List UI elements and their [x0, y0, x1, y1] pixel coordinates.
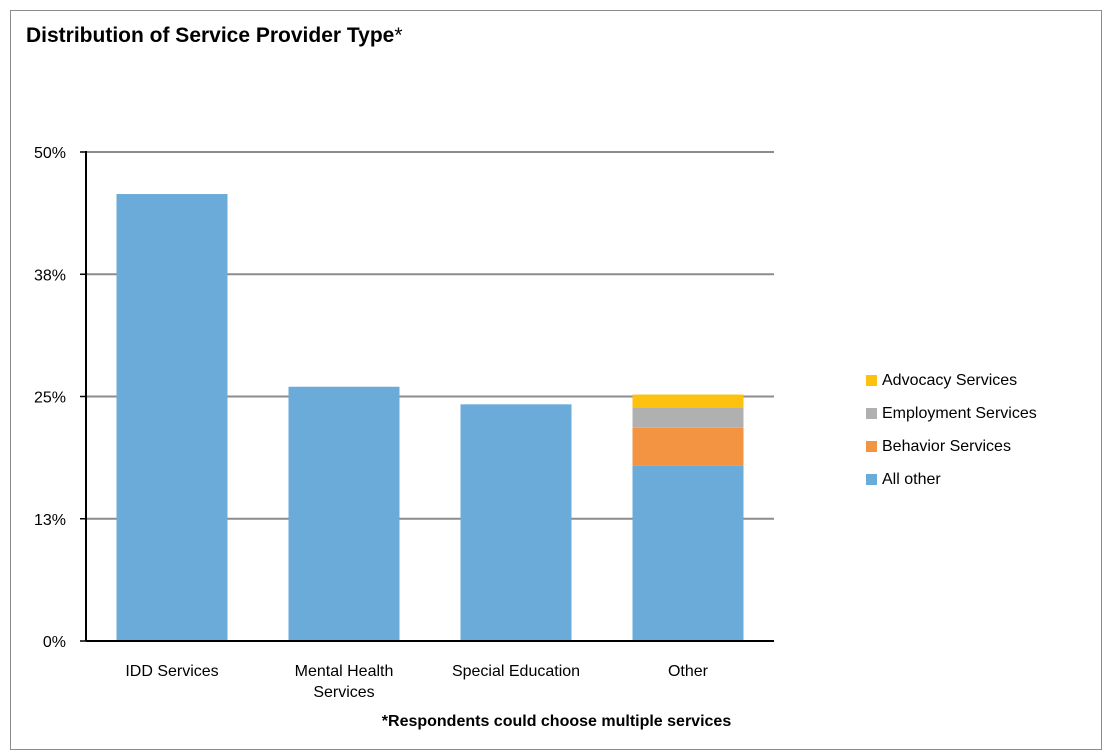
legend-item: All other — [866, 463, 1037, 496]
y-tick-label: 38% — [34, 267, 66, 284]
bar-all-other — [288, 386, 400, 641]
y-tick-label: 0% — [43, 634, 66, 651]
x-tick-label: Special Education — [452, 663, 580, 680]
bar-chart: 0% 13% 25% 38% 50% IDD Services Mental Health S… — [34, 145, 774, 701]
y-tick-label: 50% — [34, 145, 66, 162]
chart-title-text: Distribution of Service Provider Type — [26, 24, 395, 47]
x-tick-label: Services — [313, 684, 374, 701]
bar-all-other — [632, 465, 744, 641]
chart-title-star: * — [394, 24, 403, 47]
bar-behavior-services — [632, 427, 744, 466]
legend-item: Behavior Services — [866, 430, 1037, 463]
legend-label: Advocacy Services — [882, 371, 1018, 389]
legend-label: Employment Services — [882, 404, 1037, 422]
legend-item: Employment Services — [866, 397, 1037, 430]
chart-footnote: *Respondents could choose multiple servi… — [381, 713, 732, 730]
bar-all-other — [116, 194, 228, 641]
y-tick-label: 25% — [34, 390, 66, 407]
y-tick-label: 13% — [34, 512, 66, 529]
bar-advocacy-services — [632, 394, 744, 408]
legend-label: Behavior Services — [882, 437, 1011, 455]
legend-swatch — [866, 441, 877, 452]
bar-employment-services — [632, 407, 744, 428]
bar-all-other — [460, 404, 572, 641]
chart-title: Distribution of Service Provider Type* — [26, 24, 403, 48]
x-tick-label: Mental Health — [295, 663, 394, 680]
legend-swatch — [866, 408, 877, 419]
legend-swatch — [866, 375, 877, 386]
legend-label: All other — [882, 470, 941, 488]
legend-swatch — [866, 474, 877, 485]
legend-item: Advocacy Services — [866, 364, 1037, 397]
x-tick-label: Other — [668, 663, 709, 680]
chart-legend: Advocacy Services Employment Services Beha… — [866, 364, 1037, 496]
x-tick-label: IDD Services — [125, 663, 218, 680]
